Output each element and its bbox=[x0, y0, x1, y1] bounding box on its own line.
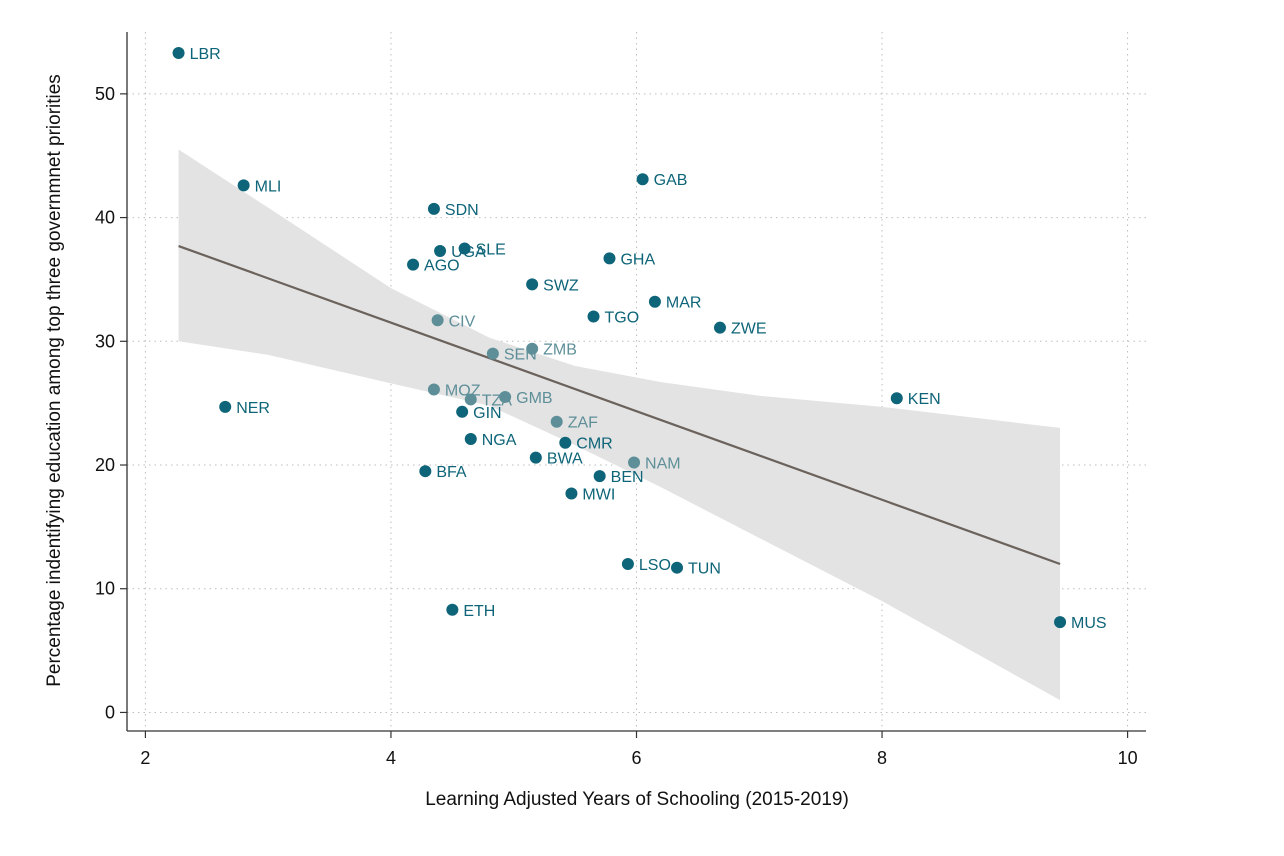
point-bfa bbox=[419, 465, 432, 478]
point-bwa bbox=[529, 451, 542, 464]
y-tick-label: 20 bbox=[95, 455, 115, 475]
point-sdn bbox=[427, 202, 440, 215]
y-tick-label: 50 bbox=[95, 84, 115, 104]
point-label-lso: LSO bbox=[639, 557, 671, 574]
point-label-cmr: CMR bbox=[576, 436, 612, 453]
point-label-ago: AGO bbox=[424, 258, 460, 275]
point-label-lbr: LBR bbox=[190, 46, 221, 63]
x-tick-label: 10 bbox=[1118, 748, 1138, 768]
y-axis-title: Percentage indentifying education among … bbox=[44, 74, 65, 687]
point-label-tgo: TGO bbox=[605, 310, 640, 327]
point-label-zaf: ZAF bbox=[568, 415, 598, 432]
point-label-tun: TUN bbox=[688, 561, 721, 578]
confidence-band-layer bbox=[178, 149, 1061, 701]
axes: 0 10 20 30 40 50 2 4 6 8 10 bbox=[95, 32, 1146, 768]
point-gin bbox=[456, 405, 469, 418]
point-sen bbox=[486, 347, 499, 360]
x-tick-label: 4 bbox=[386, 748, 396, 768]
point-label-ken: KEN bbox=[908, 391, 941, 408]
point-label-zwe: ZWE bbox=[731, 321, 767, 338]
point-label-ben: BEN bbox=[611, 469, 644, 486]
point-moz bbox=[427, 383, 440, 396]
point-label-tza: TZA bbox=[482, 392, 513, 409]
point-label-nga: NGA bbox=[482, 432, 517, 449]
y-tick-label: 10 bbox=[95, 579, 115, 599]
point-ben bbox=[593, 470, 606, 483]
point-label-eth: ETH bbox=[463, 603, 495, 620]
point-tza bbox=[464, 393, 477, 406]
point-mar bbox=[648, 295, 661, 308]
point-ken bbox=[890, 392, 903, 405]
point-label-ner: NER bbox=[236, 400, 270, 417]
x-tick-label: 6 bbox=[631, 748, 641, 768]
point-nam bbox=[628, 456, 641, 469]
y-tick-label: 30 bbox=[95, 331, 115, 351]
point-label-sdn: SDN bbox=[445, 202, 479, 219]
point-sle bbox=[458, 242, 471, 255]
gridlines bbox=[127, 32, 1146, 731]
point-label-mar: MAR bbox=[666, 295, 702, 312]
point-label-gha: GHA bbox=[620, 251, 655, 268]
point-label-mli: MLI bbox=[255, 178, 282, 195]
point-zmb bbox=[526, 342, 539, 355]
x-tick-label: 2 bbox=[140, 748, 150, 768]
y-tick-label: 40 bbox=[95, 208, 115, 228]
point-ago bbox=[407, 258, 420, 271]
point-tun bbox=[671, 561, 684, 574]
point-mli bbox=[237, 179, 250, 192]
y-tick-label: 0 bbox=[105, 702, 115, 722]
point-label-bfa: BFA bbox=[436, 464, 467, 481]
confidence-band bbox=[178, 149, 1061, 701]
point-label-sen: SEN bbox=[504, 347, 537, 364]
point-uga bbox=[434, 244, 447, 257]
fit-line bbox=[178, 244, 1061, 566]
point-label-nam: NAM bbox=[645, 456, 681, 473]
point-ner bbox=[219, 400, 232, 413]
point-label-gmb: GMB bbox=[516, 390, 552, 407]
point-label-zmb: ZMB bbox=[543, 342, 577, 359]
point-label-civ: CIV bbox=[449, 313, 476, 330]
point-label-gab: GAB bbox=[654, 172, 688, 189]
point-gmb bbox=[499, 390, 512, 403]
point-swz bbox=[526, 278, 539, 291]
point-label-sle: SLE bbox=[476, 242, 506, 259]
point-lbr bbox=[172, 47, 185, 60]
point-gab bbox=[636, 173, 649, 186]
point-label-moz: MOZ bbox=[445, 383, 481, 400]
point-nga bbox=[464, 433, 477, 446]
point-civ bbox=[431, 314, 444, 327]
x-tick-label: 8 bbox=[877, 748, 887, 768]
point-label-bwa: BWA bbox=[547, 451, 583, 468]
point-label-gin: GIN bbox=[473, 405, 501, 422]
point-label-mwi: MWI bbox=[582, 486, 615, 503]
x-axis-title: Learning Adjusted Years of Schooling (20… bbox=[425, 789, 849, 810]
point-cmr bbox=[559, 436, 572, 449]
point-label-mus: MUS bbox=[1071, 615, 1107, 632]
data-points bbox=[172, 47, 1067, 629]
point-mwi bbox=[565, 487, 578, 500]
point-label-uga: UGA bbox=[451, 244, 486, 261]
fit-line-layer bbox=[178, 244, 1061, 566]
point-mus bbox=[1054, 616, 1067, 629]
point-lso bbox=[621, 557, 634, 570]
point-gha bbox=[603, 252, 616, 265]
point-label-swz: SWZ bbox=[543, 277, 579, 294]
point-tgo bbox=[587, 310, 600, 323]
point-eth bbox=[446, 603, 459, 616]
point-zaf bbox=[550, 415, 563, 428]
point-zwe bbox=[713, 321, 726, 334]
